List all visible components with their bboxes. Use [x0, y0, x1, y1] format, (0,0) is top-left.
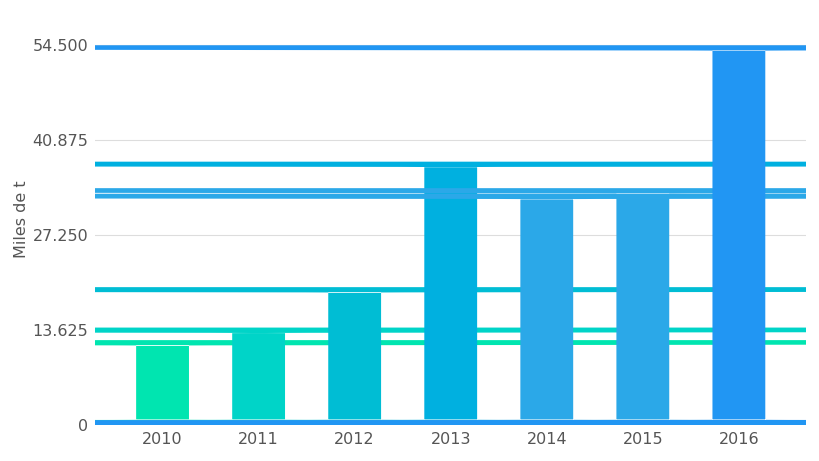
FancyBboxPatch shape: [0, 188, 819, 425]
Y-axis label: Miles de t: Miles de t: [14, 181, 29, 258]
FancyBboxPatch shape: [0, 287, 819, 425]
FancyBboxPatch shape: [0, 162, 819, 425]
FancyBboxPatch shape: [0, 45, 819, 425]
FancyBboxPatch shape: [0, 340, 819, 425]
FancyBboxPatch shape: [0, 194, 819, 425]
FancyBboxPatch shape: [0, 328, 819, 425]
